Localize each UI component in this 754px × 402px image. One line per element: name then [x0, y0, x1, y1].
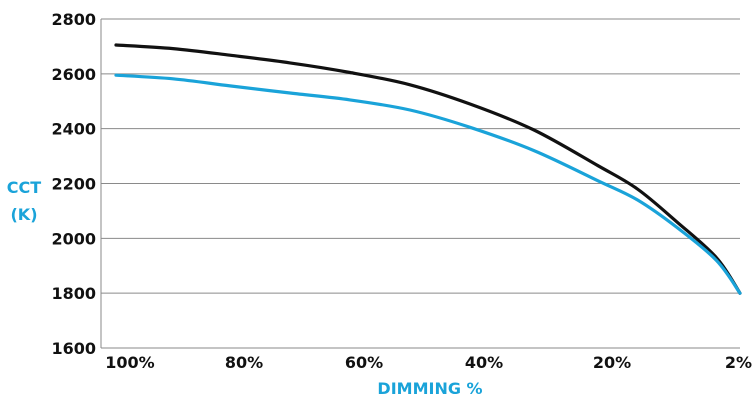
axes: [100, 19, 740, 349]
series-line-1: [114, 73, 742, 295]
x-axis-label: DIMMING %: [377, 379, 482, 398]
series-lines: [114, 43, 742, 295]
series-line-0: [114, 43, 742, 295]
x-tick-label: 80%: [225, 353, 263, 372]
y-tick-label: 2000: [51, 229, 96, 248]
x-tick-label: 60%: [345, 353, 383, 372]
gridlines: [101, 18, 740, 294]
y-tick-label: 2600: [51, 65, 96, 84]
y-tick-label: 2800: [51, 10, 96, 29]
x-tick-label: 2%: [725, 353, 752, 372]
y-tick-label: 2200: [51, 175, 96, 194]
y-tick-label: 1800: [51, 284, 96, 303]
y-tick-labels: 1600 1800 2000 2200 2400 2600 2800: [51, 10, 96, 358]
x-tick-label: 20%: [593, 353, 631, 372]
x-tick-label: 100%: [105, 353, 154, 372]
y-tick-label: 1600: [51, 339, 96, 358]
x-tick-labels: 100% 80% 60% 40% 20% 2%: [105, 353, 752, 372]
y-axis-label-line2: (K): [10, 205, 37, 224]
x-tick-label: 40%: [465, 353, 503, 372]
y-tick-label: 2400: [51, 120, 96, 139]
y-axis-label-line1: CCT: [7, 178, 41, 197]
